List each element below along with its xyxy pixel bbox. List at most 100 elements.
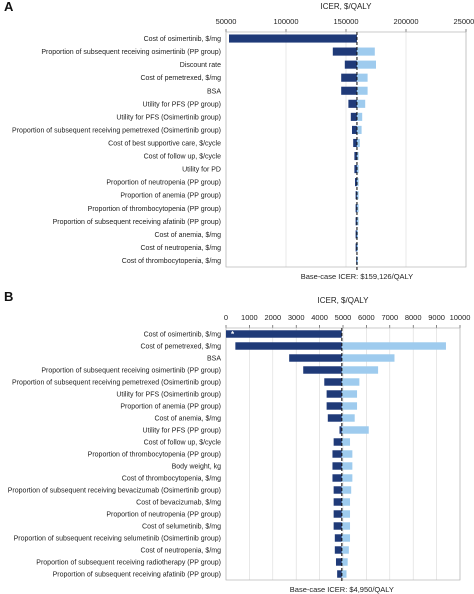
plot-frame — [225, 327, 461, 581]
category-label: Utility for PFS (PP group) — [143, 101, 221, 108]
bar-low — [355, 178, 357, 187]
bar-low — [326, 402, 342, 410]
bar-high — [341, 534, 351, 542]
bar-low — [355, 191, 357, 200]
bar-high — [341, 354, 395, 362]
category-label: Proportion of anemia (PP group) — [120, 193, 221, 200]
bar-high — [356, 112, 363, 121]
category-label: Cost of best supportive care, $/cycle — [108, 140, 221, 147]
bar-low — [354, 165, 357, 174]
category-label: Proportion of subsequent receiving osime… — [41, 368, 221, 375]
category-label: Proportion of subsequent receiving radio… — [36, 560, 221, 567]
bar-high — [356, 191, 359, 200]
x-tick-label: 5000 — [335, 313, 352, 322]
x-tick-label: 150000 — [333, 17, 358, 26]
category-label: Proportion of neutropenia (PP group) — [106, 512, 221, 519]
x-tick-label: 4000 — [311, 313, 328, 322]
bar-high — [356, 73, 368, 82]
bar-low — [354, 151, 357, 161]
bar-high — [341, 450, 353, 458]
bar-high — [341, 510, 351, 518]
panel-label-a: A — [4, 0, 14, 14]
category-label: Cost of neutropenia, $/mg — [140, 245, 221, 252]
x-tick-label: 6000 — [358, 313, 375, 322]
bar-high — [341, 486, 352, 494]
bar-low — [229, 34, 357, 43]
bar-low — [332, 462, 342, 470]
category-label: Cost of thrombocytopenia, $/mg — [122, 258, 221, 265]
x-tick-label: 9000 — [428, 313, 445, 322]
bar-low — [326, 390, 342, 398]
panel-label-b: B — [4, 290, 13, 304]
category-label: Proportion of subsequent receiving pemet… — [12, 380, 221, 387]
bar-low — [335, 558, 342, 566]
bar-high — [356, 125, 362, 134]
x-axis-title: ICER, $/QALY — [318, 296, 370, 305]
bar-high — [341, 558, 348, 566]
bar-low — [355, 243, 357, 252]
bar-low — [333, 522, 342, 530]
category-label: Proportion of subsequent receiving bevac… — [8, 488, 221, 495]
bar-low — [333, 486, 342, 494]
category-label: Cost of anemia, $/mg — [154, 416, 221, 423]
category-label: Proportion of anemia (PP group) — [120, 404, 221, 411]
bar-high — [356, 178, 359, 187]
x-tick-label: 7000 — [381, 313, 398, 322]
plot-frame — [225, 31, 467, 268]
bar-low — [333, 438, 342, 446]
bar-high — [341, 414, 355, 422]
bar-low — [332, 474, 342, 482]
category-label: Proportion of subsequent receiving afati… — [53, 219, 221, 226]
x-tick-label: 2000 — [264, 313, 281, 322]
category-label: Utility for PFS (Osimertinib group) — [116, 114, 221, 121]
x-tick-label: 10000 — [450, 313, 471, 322]
category-label: Utility for PFS (Osimertinib group) — [116, 392, 221, 399]
bar-low — [333, 498, 342, 506]
bar-low — [348, 99, 357, 108]
category-label: Cost of thrombocytopenia, $/mg — [122, 476, 221, 483]
category-label: Cost of pemetrexed, $/mg — [140, 344, 221, 351]
bar-high — [341, 474, 353, 482]
category-label: Body weight, kg — [172, 464, 222, 471]
x-tick-label: 200000 — [393, 17, 418, 26]
bar-high — [356, 47, 375, 56]
bar-low — [332, 450, 342, 458]
bar-high — [341, 462, 353, 470]
bar-low — [324, 378, 342, 386]
category-label: BSA — [207, 356, 221, 363]
category-label: Cost of follow up, $/cycle — [144, 440, 222, 447]
category-label: Cost of osimertinib, $/mg — [144, 36, 222, 43]
bar-high — [356, 60, 376, 69]
bar-low — [355, 217, 357, 226]
category-label: Cost of osimertinib, $/mg — [144, 332, 222, 339]
bar-high — [341, 390, 358, 398]
bar-low — [337, 570, 342, 578]
category-label: Utility for PD — [182, 167, 221, 174]
bar-high — [341, 570, 347, 578]
category-label: Proportion of thrombocytopenia (PP group… — [88, 452, 221, 459]
category-label: Cost of neutropenia, $/mg — [140, 548, 221, 555]
bar-low — [303, 366, 342, 374]
category-label: Proportion of subsequent receiving osime… — [41, 49, 221, 56]
bar-low — [334, 546, 342, 554]
x-tick-label: 0 — [224, 313, 228, 322]
bar-low — [226, 330, 342, 338]
bar-high — [356, 99, 366, 108]
x-tick-label: 50000 — [216, 17, 237, 26]
bar-high — [341, 378, 360, 386]
bar-low — [341, 73, 357, 82]
x-tick-label: 3000 — [288, 313, 305, 322]
bar-low — [333, 510, 342, 518]
bar-high — [341, 402, 358, 410]
bar-low — [341, 86, 357, 95]
bar-low — [350, 112, 357, 121]
bar-low — [327, 414, 342, 422]
bar-low — [332, 47, 357, 56]
bar-low — [344, 60, 357, 69]
bar-high — [341, 426, 369, 434]
bar-high — [341, 498, 351, 506]
category-label: Discount rate — [180, 62, 221, 69]
category-label: Cost of selumetinib, $/mg — [142, 524, 221, 531]
x-tick-label: 1000 — [241, 313, 258, 322]
